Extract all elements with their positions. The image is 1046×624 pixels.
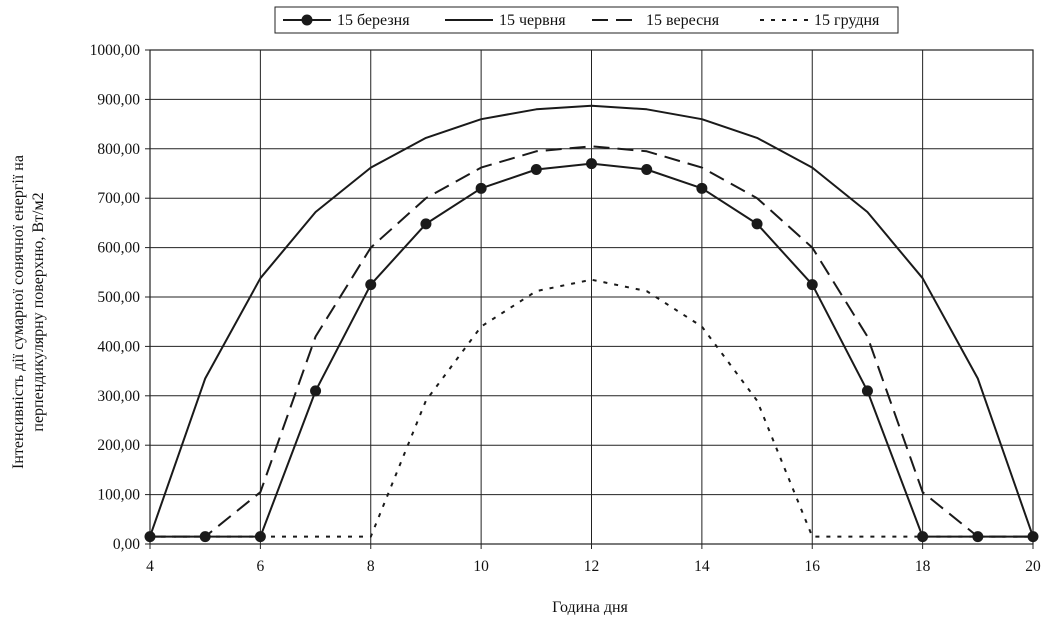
legend-label: 15 червня <box>499 12 566 29</box>
legend-label: 15 грудня <box>814 12 880 29</box>
y-tick-label: 600,00 <box>97 240 140 257</box>
y-tick-label: 900,00 <box>97 91 140 108</box>
data-point <box>310 385 322 397</box>
data-point <box>586 158 597 170</box>
data-point <box>696 182 708 194</box>
data-point <box>917 531 929 543</box>
y-axis-title-line2: перпендикулярну поверхню, Вт/м2 <box>30 192 47 431</box>
x-axis-title: Година дня <box>552 599 628 616</box>
x-tick-label: 10 <box>473 558 489 575</box>
data-point <box>530 164 542 176</box>
tick-labels: 0,00 100,00 200,00 300,00 400,00 500,00 600,00… <box>90 42 1041 575</box>
x-tick-label: 8 <box>367 558 375 575</box>
y-tick-label: 0,00 <box>113 536 140 553</box>
y-tick-label: 1000,00 <box>90 42 141 59</box>
x-tick-label: 14 <box>694 558 710 575</box>
legend-label: 15 березня <box>337 12 410 29</box>
x-tick-label: 12 <box>584 558 600 575</box>
grid <box>145 49 1034 549</box>
x-tick-label: 20 <box>1025 558 1041 575</box>
data-point <box>806 279 818 291</box>
y-axis-title-line1: Інтенсивність дії сумарної сонячної енер… <box>10 155 27 469</box>
plot-frame <box>149 49 1034 545</box>
data-point <box>641 164 653 176</box>
y-tick-label: 500,00 <box>97 289 140 306</box>
y-tick-label: 700,00 <box>97 190 140 207</box>
x-tick-label: 4 <box>146 558 154 575</box>
x-tick-label: 18 <box>915 558 931 575</box>
y-tick-label: 100,00 <box>97 487 140 504</box>
data-point <box>475 182 487 194</box>
legend: 15 березня 15 червня 15 вересня 15 грудня <box>274 6 899 34</box>
y-tick-label: 300,00 <box>97 388 140 405</box>
data-point <box>420 218 432 230</box>
legend-marker <box>301 14 313 26</box>
data-point <box>365 279 377 291</box>
y-tick-label: 200,00 <box>97 437 140 454</box>
x-tick-label: 16 <box>805 558 821 575</box>
series-line <box>149 104 1034 537</box>
data-point <box>751 218 763 230</box>
legend-label: 15 вересня <box>646 12 720 29</box>
x-tick-label: 6 <box>257 558 265 575</box>
series-2 <box>149 104 1034 537</box>
series-layer <box>144 104 1039 543</box>
y-tick-label: 400,00 <box>97 338 140 355</box>
data-point <box>861 385 873 397</box>
y-tick-label: 800,00 <box>97 141 140 158</box>
